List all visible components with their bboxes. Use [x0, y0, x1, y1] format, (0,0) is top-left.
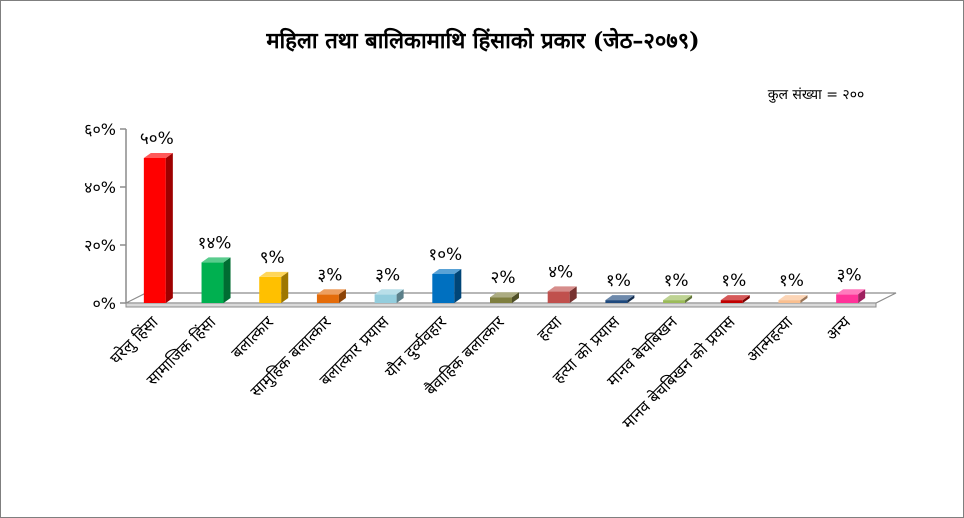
- bar-top: [663, 295, 693, 301]
- bar: [259, 271, 289, 303]
- total-count-note: कुल संख्या = २००: [768, 87, 865, 103]
- bar-side: [685, 295, 693, 303]
- bar-side: [165, 153, 173, 303]
- bar-front: [374, 294, 397, 303]
- data-label: १%: [606, 271, 631, 291]
- bar-side: [223, 257, 231, 303]
- bar-front: [316, 294, 339, 303]
- bar-top: [605, 295, 635, 301]
- bar-side: [396, 289, 404, 303]
- bar-top: [201, 257, 231, 263]
- bar-top: [374, 289, 404, 295]
- bar-front: [663, 300, 686, 303]
- category-label: बलात्कार: [227, 312, 277, 362]
- data-label: ३%: [317, 265, 342, 285]
- y-tick-label: ४०%: [84, 178, 116, 197]
- bar-top: [778, 295, 808, 301]
- bar-front: [720, 300, 743, 303]
- bar-series: [143, 153, 866, 303]
- data-label: ५०%: [140, 129, 174, 149]
- bar-top: [836, 289, 866, 295]
- bar: [605, 295, 635, 303]
- bar: [720, 295, 750, 303]
- bar: [778, 295, 808, 303]
- bar-front: [259, 276, 282, 303]
- data-label: ४%: [548, 262, 573, 282]
- y-tick-label: ६०%: [84, 120, 116, 139]
- y-tick-label: ०%: [92, 294, 116, 313]
- bar-top: [720, 295, 750, 301]
- bar-side: [742, 295, 750, 303]
- data-label: ९%: [260, 248, 285, 268]
- data-label: १%: [721, 271, 746, 291]
- bar: [432, 269, 462, 303]
- category-label: अन्य: [822, 312, 854, 344]
- bar-side: [454, 269, 462, 303]
- data-label: १%: [664, 271, 689, 291]
- bar: [374, 289, 404, 303]
- bar-top: [547, 286, 577, 292]
- bar: [663, 295, 693, 303]
- bar-side: [512, 292, 519, 303]
- data-labels: ५०% १४% ९% ३% ३% १०% २% ४% १% १% १% १% ३%: [140, 129, 862, 291]
- data-label: २%: [491, 268, 516, 288]
- data-label: ३%: [837, 265, 862, 285]
- bar-front: [605, 300, 628, 303]
- bar-front: [201, 262, 224, 303]
- bar-front: [836, 294, 859, 303]
- bar-side: [569, 286, 577, 303]
- bar-side: [281, 271, 289, 303]
- data-label: १४%: [198, 233, 232, 253]
- bar-top: [143, 153, 173, 158]
- bar-front: [143, 158, 166, 303]
- bar-side: [627, 295, 635, 303]
- bar-top: [432, 269, 462, 274]
- category-label: आत्महत्या: [743, 312, 797, 366]
- bar-top: [490, 292, 519, 298]
- bar-front: [490, 297, 512, 303]
- category-labels: घरेलु हिंसासामाजिक हिंसा बलात्कारसामुहिक …: [106, 312, 854, 433]
- data-label: ३%: [375, 265, 400, 285]
- bar-front: [547, 291, 570, 303]
- bar: [316, 289, 346, 303]
- category-label: घरेलु हिंसा: [106, 312, 163, 369]
- bar-top: [259, 271, 289, 277]
- data-label: १०%: [428, 245, 462, 265]
- data-label: १%: [779, 271, 804, 291]
- bar-front: [778, 300, 801, 303]
- bar-top: [316, 289, 346, 295]
- bar-side: [800, 295, 808, 303]
- bar-side: [858, 289, 866, 303]
- bar: [143, 153, 173, 303]
- bar: [201, 257, 231, 303]
- bar: [547, 286, 577, 303]
- bar: [836, 289, 866, 303]
- category-label: मानव बेचबिखन को प्रयास: [618, 312, 739, 433]
- category-label: हत्या: [533, 312, 566, 345]
- chart-title: महिला तथा बालिकामाथि हिंसाको प्रकार (जेठ…: [265, 27, 699, 54]
- floor-edge: [125, 302, 877, 308]
- bar-front: [432, 274, 455, 303]
- bar: [490, 292, 519, 303]
- bar-side: [338, 289, 346, 303]
- y-tick-label: २०%: [84, 236, 116, 255]
- y-axis: ०% २०% ४०% ६०%: [84, 120, 127, 313]
